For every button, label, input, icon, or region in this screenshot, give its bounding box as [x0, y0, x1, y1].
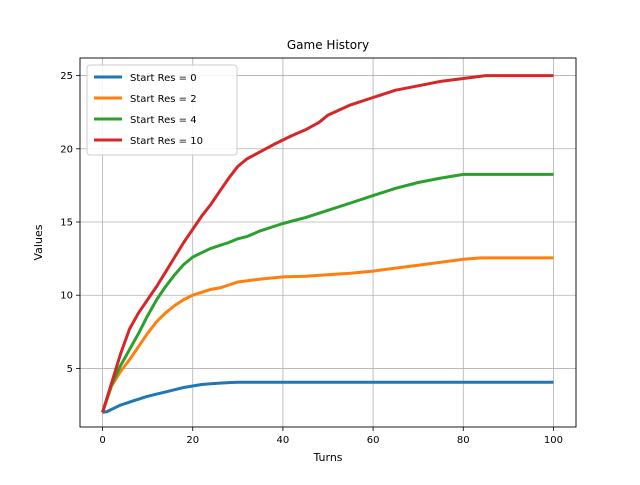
x-tick-label: 60 [367, 435, 380, 446]
x-tick-label: 80 [457, 435, 470, 446]
plot-frame [79, 57, 577, 428]
axis-ticks: 0 20 40 60 80 100 5 10 15 20 25 [60, 71, 563, 446]
chart-title: Game History [287, 38, 369, 52]
series-lines [101, 74, 554, 414]
series-line [101, 74, 554, 413]
legend-box [86, 64, 238, 156]
series-line [102, 380, 554, 414]
x-tick-label: 20 [186, 435, 199, 446]
y-tick-label: 25 [60, 71, 73, 82]
legend-label: Start Res = 2 [130, 94, 197, 105]
legend: Start Res = 0 Start Res = 2 Start Res = 4 S… [86, 64, 238, 156]
y-tick-label: 20 [60, 144, 73, 155]
y-tick-label: 15 [60, 218, 73, 229]
x-axis-label: Turns [312, 451, 342, 464]
y-axis-label: Values [32, 224, 45, 260]
x-tick-label: 0 [99, 435, 105, 446]
legend-label: Start Res = 10 [130, 136, 203, 147]
series-line [101, 172, 554, 413]
y-tick-label: 5 [67, 364, 73, 375]
y-tick-label: 10 [60, 291, 73, 302]
legend-label: Start Res = 0 [130, 73, 197, 84]
x-tick-label: 100 [544, 435, 563, 446]
x-tick-label: 40 [277, 435, 290, 446]
series-line [101, 256, 554, 413]
legend-label: Start Res = 4 [130, 115, 197, 126]
